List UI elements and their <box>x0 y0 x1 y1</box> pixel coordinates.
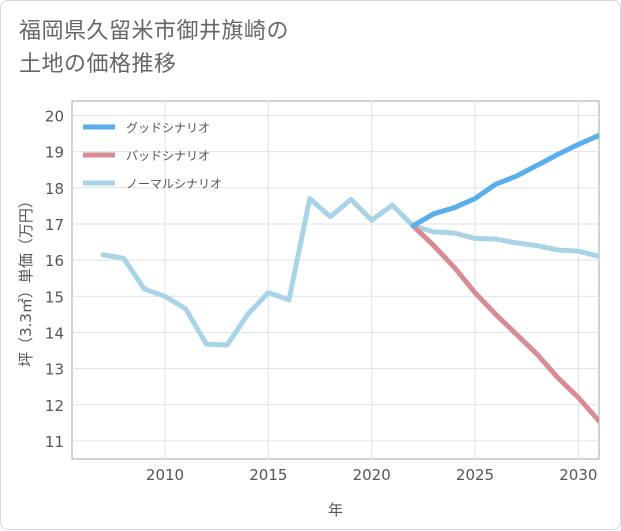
y-tick-label: 14 <box>45 324 64 342</box>
y-tick-label: 16 <box>45 252 64 270</box>
legend-label: バッドシナリオ <box>126 149 210 163</box>
y-axis-ticks: 11 12 13 14 15 16 17 18 19 20 <box>45 107 64 450</box>
x-tick-label: 2015 <box>249 466 287 484</box>
chart-title-line2: 土地の価格推移 <box>19 52 177 77</box>
x-tick-label: 2030 <box>559 466 597 484</box>
series-lines <box>100 132 599 424</box>
series-line-normal <box>100 196 599 348</box>
y-tick-label: 12 <box>45 397 64 415</box>
x-tick-label: 2020 <box>353 466 391 484</box>
x-tick-label: 2010 <box>146 466 184 484</box>
x-tick-label: 2025 <box>456 466 494 484</box>
y-tick-label: 18 <box>45 180 64 198</box>
x-axis-label: 年 <box>328 501 343 519</box>
legend-label: グッドシナリオ <box>126 121 210 135</box>
plot-area <box>71 100 600 460</box>
y-tick-label: 13 <box>45 361 64 379</box>
legend-label: ノーマルシナリオ <box>126 177 222 191</box>
chart-title: 福岡県久留米市御井旗崎の 土地の価格推移 <box>19 15 289 81</box>
y-tick-label: 11 <box>45 433 64 451</box>
y-tick-label: 15 <box>45 288 64 306</box>
y-tick-label: 20 <box>45 107 64 125</box>
series-line-good <box>410 132 599 229</box>
x-axis-ticks: 2010 2015 2020 2025 2030 <box>146 466 598 484</box>
y-tick-label: 17 <box>45 216 64 234</box>
y-tick-label: 19 <box>45 144 64 162</box>
gridlines <box>72 101 599 459</box>
y-axis-label: 坪（3.3㎡）単価（万円） <box>17 193 35 367</box>
chart-title-line1: 福岡県久留米市御井旗崎の <box>19 19 290 44</box>
series-line-bad <box>410 223 599 424</box>
